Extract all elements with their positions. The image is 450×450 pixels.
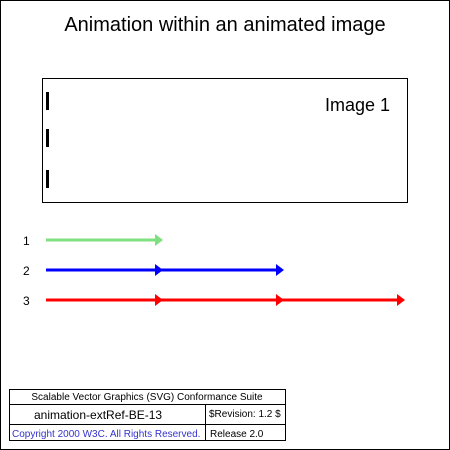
arrow-rows: 1 2 3 — [23, 234, 405, 308]
page-title: Animation within an animated image — [64, 14, 385, 36]
image-frame — [42, 78, 408, 203]
footer-block: Scalable Vector Graphics (SVG) Conforman… — [9, 389, 286, 441]
row-label: 1 — [23, 234, 30, 248]
test-name: animation-extRef-BE-13 — [34, 408, 162, 422]
release-text: Release 2.0 — [210, 429, 264, 440]
image-label: Image 1 — [325, 95, 390, 115]
arrow-head — [155, 234, 163, 246]
arrow-head — [276, 264, 284, 276]
arrow-head — [397, 294, 405, 306]
arrow-head — [155, 264, 163, 276]
arrow-head — [276, 294, 284, 306]
row-label: 3 — [23, 294, 30, 308]
animated-image: Image 1 — [42, 78, 408, 203]
footer-frame — [9, 389, 286, 441]
copyright-text: Copyright 2000 W3C. All Rights Reserved. — [12, 429, 200, 440]
arrow-head — [155, 294, 163, 306]
suite-name: Scalable Vector Graphics (SVG) Conforman… — [31, 392, 263, 403]
revision-text: $Revision: 1.2 $ — [209, 409, 281, 420]
row-label: 2 — [23, 264, 30, 278]
